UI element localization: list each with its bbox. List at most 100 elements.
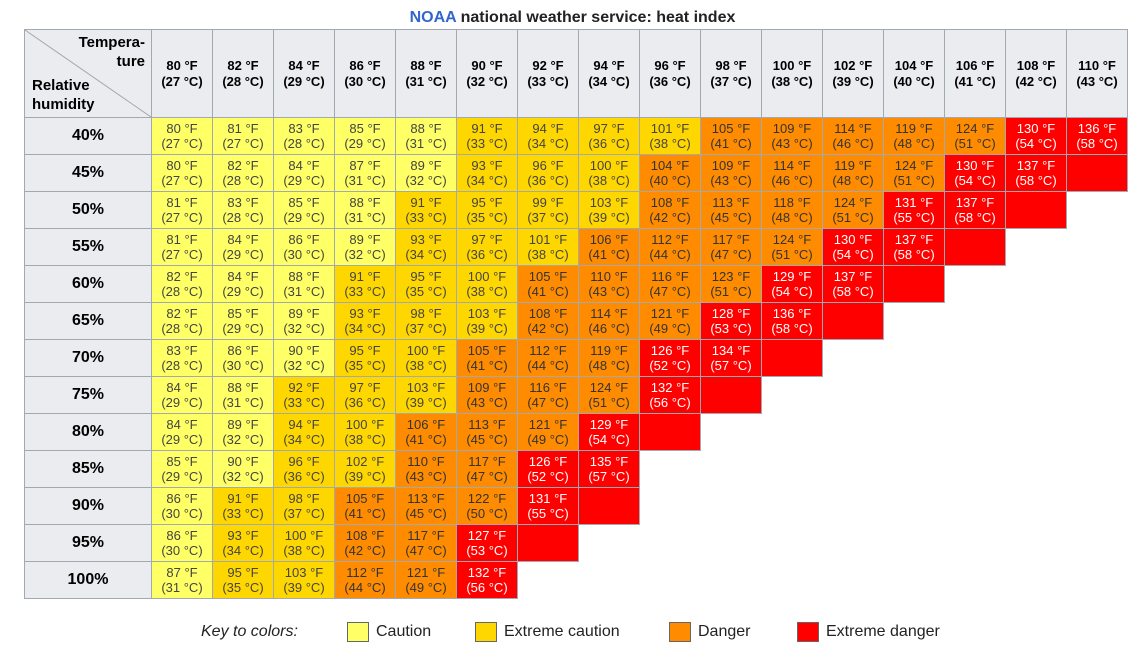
heat-index-cell <box>761 339 823 377</box>
heat-index-c: (35 °C) <box>344 358 386 373</box>
heat-index-c: (28 °C) <box>161 321 203 336</box>
heat-index-f: 84 °F <box>227 269 259 284</box>
heat-index-cell <box>883 265 945 303</box>
heat-index-f: 82 °F <box>227 158 259 173</box>
heat-index-cell: 95 °F (35 °C) <box>212 561 274 599</box>
heat-index-cell: 122 °F (50 °C) <box>456 487 518 525</box>
heat-index-f: 93 °F <box>471 158 503 173</box>
heat-index-cell: 103 °F (39 °C) <box>578 191 640 229</box>
heat-index-f: 94 °F <box>288 417 320 432</box>
heat-index-f: 89 °F <box>288 306 320 321</box>
heat-index-c: (57 °C) <box>710 358 752 373</box>
heat-index-cell: 91 °F (33 °C) <box>334 265 396 303</box>
heat-index-c: (46 °C) <box>832 136 874 151</box>
heat-index-f: 109 °F <box>711 158 751 173</box>
heat-index-cell: 81 °F (27 °C) <box>151 191 213 229</box>
heat-index-f: 116 °F <box>651 269 689 284</box>
heat-index-cell: 86 °F (30 °C) <box>151 524 213 562</box>
empty-cell <box>884 488 945 525</box>
heat-index-f: 86 °F <box>227 343 259 358</box>
heat-index-cell: 83 °F (28 °C) <box>151 339 213 377</box>
heat-index-f: 117 °F <box>712 232 750 247</box>
heat-index-cell: 85 °F (29 °C) <box>151 450 213 488</box>
heat-index-f: 105 °F <box>345 491 385 506</box>
temperature-header-f: 108 °F <box>1016 57 1056 73</box>
heat-index-f: 106 °F <box>589 232 629 247</box>
heat-index-f: 80 °F <box>166 121 198 136</box>
heat-index-f: 100 °F <box>406 343 446 358</box>
heat-index-cell: 137 °F (58 °C) <box>944 191 1006 229</box>
noaa-link[interactable]: NOAA <box>409 9 457 26</box>
table-row: 100% 87 °F (31 °C) 95 °F (35 °C) 103 °F (39 °C… <box>24 561 1128 599</box>
temperature-header-c: (43 °C) <box>1076 73 1118 89</box>
heat-index-cell: 112 °F (44 °C) <box>639 228 701 266</box>
temperature-header: 106 °F (41 °C) <box>944 29 1006 118</box>
heat-index-c: (49 °C) <box>527 432 569 447</box>
heat-index-f: 93 °F <box>410 232 442 247</box>
heat-index-f: 82 °F <box>166 306 198 321</box>
temperature-header: 88 °F (31 °C) <box>395 29 457 118</box>
heat-index-c: (38 °C) <box>527 247 569 262</box>
empty-cell <box>640 525 701 562</box>
empty-cell <box>579 562 640 599</box>
empty-cell <box>945 303 1006 340</box>
heat-index-f: 129 °F <box>589 417 629 432</box>
table-row: 65% 82 °F (28 °C) 85 °F (29 °C) 89 °F (32 °C) 9… <box>24 302 1128 340</box>
heat-index-f: 113 °F <box>468 417 506 432</box>
heat-index-cell <box>1066 154 1128 192</box>
empty-cell <box>1067 562 1128 599</box>
empty-cell <box>945 451 1006 488</box>
heat-index-cell: 90 °F (32 °C) <box>273 339 335 377</box>
heat-index-f: 119 °F <box>834 158 872 173</box>
empty-cell <box>823 488 884 525</box>
heat-index-f: 86 °F <box>166 491 198 506</box>
temperature-header-f: 106 °F <box>955 57 995 73</box>
temperature-header-f: 104 °F <box>894 57 934 73</box>
heat-index-c: (29 °C) <box>283 210 325 225</box>
temperature-header: 96 °F (36 °C) <box>639 29 701 118</box>
heat-index-cell: 113 °F (45 °C) <box>700 191 762 229</box>
empty-cell <box>762 451 823 488</box>
heat-index-c: (38 °C) <box>466 284 508 299</box>
heat-index-c: (38 °C) <box>344 432 386 447</box>
heat-index-c: (29 °C) <box>283 173 325 188</box>
heat-index-f: 116 °F <box>529 380 567 395</box>
heat-index-c: (46 °C) <box>588 321 630 336</box>
heat-index-f: 131 °F <box>894 195 934 210</box>
heat-index-c: (34 °C) <box>222 543 264 558</box>
heat-index-f: 95 °F <box>227 565 259 580</box>
empty-cell <box>823 451 884 488</box>
empty-cell <box>701 451 762 488</box>
heat-index-f: 81 °F <box>166 195 198 210</box>
heat-index-cell: 119 °F (48 °C) <box>822 154 884 192</box>
heat-index-c: (47 °C) <box>710 247 752 262</box>
heat-index-cell: 132 °F (56 °C) <box>456 561 518 599</box>
heat-index-cell: 110 °F (43 °C) <box>395 450 457 488</box>
heat-index-f: 137 °F <box>894 232 934 247</box>
heat-index-f: 102 °F <box>345 454 385 469</box>
heat-index-f: 137 °F <box>955 195 995 210</box>
empty-cell <box>1006 451 1067 488</box>
heat-index-f: 126 °F <box>528 454 568 469</box>
heat-index-c: (55 °C) <box>527 506 569 521</box>
heat-index-c: (43 °C) <box>588 284 630 299</box>
heat-index-c: (42 °C) <box>344 543 386 558</box>
empty-cell <box>1067 377 1128 414</box>
heat-index-cell: 95 °F (35 °C) <box>456 191 518 229</box>
humidity-header: 60% <box>24 265 152 303</box>
table-row: 95% 86 °F (30 °C) 93 °F (34 °C) 100 °F (38 °C)… <box>24 524 1128 562</box>
heat-index-f: 84 °F <box>288 158 320 173</box>
heat-index-f: 124 °F <box>955 121 995 136</box>
heat-index-c: (27 °C) <box>161 247 203 262</box>
heat-index-c: (36 °C) <box>588 136 630 151</box>
heat-index-c: (44 °C) <box>649 247 691 262</box>
heat-index-cell: 103 °F (39 °C) <box>395 376 457 414</box>
heat-index-f: 104 °F <box>650 158 690 173</box>
heat-index-f: 98 °F <box>410 306 442 321</box>
temperature-header: 110 °F (43 °C) <box>1066 29 1128 118</box>
temperature-header-c: (31 °C) <box>405 73 447 89</box>
empty-cell <box>823 525 884 562</box>
heat-index-f: 113 °F <box>712 195 750 210</box>
empty-cell <box>884 414 945 451</box>
table-row: 50% 81 °F (27 °C) 83 °F (28 °C) 85 °F (29 °C) 8… <box>24 191 1128 229</box>
